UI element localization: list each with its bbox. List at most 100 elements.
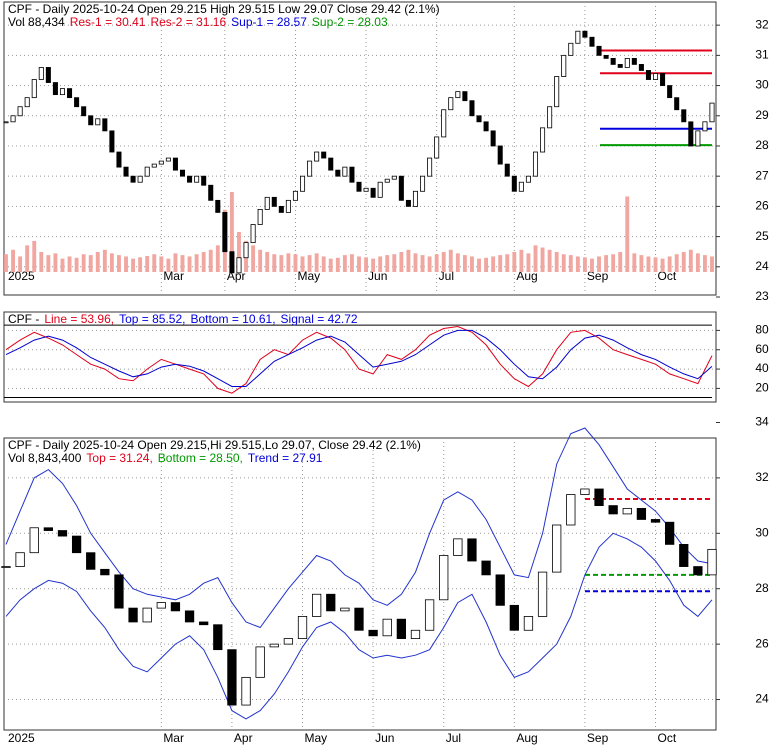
volume-bar xyxy=(561,254,566,272)
band-line xyxy=(5,532,713,720)
volume-bar xyxy=(109,253,114,272)
candle xyxy=(610,57,616,65)
legend-item: Top = 31.24, xyxy=(86,451,152,465)
volume-bar xyxy=(519,249,524,272)
x-tick-label: Jul xyxy=(446,731,461,745)
x-tick-label: Jul xyxy=(439,269,454,283)
volume-bar xyxy=(81,254,86,272)
candle xyxy=(328,157,334,171)
volume-bar xyxy=(611,254,616,272)
candle xyxy=(523,616,534,631)
candle xyxy=(312,593,322,617)
candle xyxy=(102,118,108,132)
volume-bar xyxy=(357,256,361,272)
candle xyxy=(650,519,661,523)
volume-bar xyxy=(568,255,573,272)
volume-bar xyxy=(547,249,552,272)
volume-bar xyxy=(533,245,538,272)
legend-item: Res-2 = 31.16 xyxy=(150,15,226,29)
candle xyxy=(264,196,270,210)
candle xyxy=(52,82,58,96)
volume-bar xyxy=(53,253,58,272)
candle xyxy=(504,163,510,177)
volume-bar xyxy=(710,256,714,272)
candle xyxy=(653,73,659,80)
candle xyxy=(370,187,376,198)
volume-bar xyxy=(427,256,432,272)
candle xyxy=(702,121,708,132)
candle xyxy=(405,199,411,207)
candle xyxy=(707,548,717,576)
volume-bar xyxy=(60,258,65,272)
volume-bar xyxy=(434,254,439,272)
volume-bar xyxy=(251,245,256,272)
volume-bar xyxy=(279,255,284,272)
legend-item: Sup-1 = 28.57 xyxy=(231,15,307,29)
candle xyxy=(236,257,242,274)
candle xyxy=(128,607,138,623)
candle xyxy=(71,535,82,554)
candle xyxy=(297,616,308,639)
indicator-line xyxy=(5,325,713,394)
candle xyxy=(412,190,418,207)
candle xyxy=(300,175,306,192)
volume-bar xyxy=(625,196,630,272)
candle xyxy=(453,538,463,556)
volume-bar xyxy=(455,253,460,272)
candle xyxy=(363,187,369,192)
volume-bar xyxy=(371,258,376,272)
volume-bar xyxy=(46,255,51,272)
candle xyxy=(215,199,221,213)
candle xyxy=(213,624,223,651)
volume-bar xyxy=(4,254,8,272)
candle xyxy=(74,97,80,108)
volume-bar xyxy=(554,252,559,272)
candle xyxy=(59,88,65,96)
candle xyxy=(88,115,94,126)
y-tick-label: 24 xyxy=(755,259,769,273)
candle xyxy=(537,571,548,617)
candle xyxy=(17,106,23,117)
candle xyxy=(24,97,30,108)
panel-title: CPF - Daily 2025-10-24 Open 29.215,Hi 29… xyxy=(8,438,421,452)
candle xyxy=(603,54,609,59)
volume-bar xyxy=(272,254,277,272)
volume-bar xyxy=(646,256,651,272)
volume-bar xyxy=(237,232,241,272)
candle xyxy=(384,178,390,183)
candle xyxy=(420,175,426,192)
candle xyxy=(439,555,449,601)
volume-bar xyxy=(604,255,609,272)
legend-item: Trend = 27.91 xyxy=(248,451,323,465)
candle xyxy=(86,552,96,570)
candle xyxy=(81,106,87,117)
x-tick-label: 2025 xyxy=(8,731,35,745)
legend-item: Line = 53.96, xyxy=(44,312,114,326)
volume-bar xyxy=(498,255,503,272)
legend-item: Res-1 = 30.41 xyxy=(70,15,146,29)
candle xyxy=(349,166,355,183)
volume-bar xyxy=(187,256,192,272)
x-tick-label: Aug xyxy=(516,731,537,745)
volume-bar xyxy=(597,256,601,272)
candle xyxy=(589,36,595,47)
candle xyxy=(335,169,341,177)
volume-bar xyxy=(688,249,693,272)
y-tick-label: 30 xyxy=(755,78,769,92)
candle xyxy=(57,530,68,537)
volume-bar xyxy=(632,253,637,272)
volume-bar xyxy=(399,252,404,272)
volume-bar xyxy=(152,254,157,272)
candle xyxy=(462,91,468,102)
volume-bar xyxy=(25,245,30,272)
volume-bar xyxy=(180,255,185,272)
candle xyxy=(158,160,164,165)
candle xyxy=(709,102,715,123)
volume-bar xyxy=(215,245,220,272)
candle xyxy=(476,115,482,123)
legend-item: Sup-2 = 28.03 xyxy=(312,15,388,29)
candle xyxy=(552,524,562,573)
y-tick-label: 20 xyxy=(755,381,769,395)
candle xyxy=(222,212,228,253)
